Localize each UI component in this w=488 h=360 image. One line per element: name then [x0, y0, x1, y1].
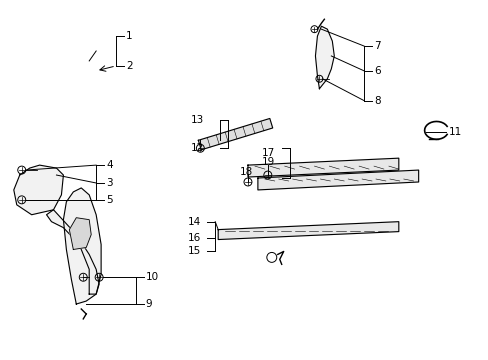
Text: 17: 17 [262, 148, 275, 158]
Text: 5: 5 [106, 195, 112, 205]
Polygon shape [46, 210, 99, 294]
Polygon shape [63, 188, 101, 304]
Text: 16: 16 [187, 233, 200, 243]
Polygon shape [315, 26, 334, 89]
Text: 18: 18 [240, 167, 253, 177]
Polygon shape [69, 218, 91, 249]
Polygon shape [247, 158, 398, 177]
Text: 4: 4 [106, 160, 112, 170]
Text: 13: 13 [190, 116, 203, 126]
Polygon shape [257, 170, 418, 190]
Polygon shape [218, 222, 398, 239]
Text: 6: 6 [373, 66, 380, 76]
Text: 11: 11 [447, 127, 461, 138]
Text: 15: 15 [187, 247, 200, 256]
Polygon shape [198, 118, 272, 150]
Text: 8: 8 [373, 96, 380, 105]
Text: 1: 1 [126, 31, 132, 41]
Text: 9: 9 [145, 299, 152, 309]
Text: 12: 12 [190, 143, 203, 153]
Text: 14: 14 [187, 217, 200, 227]
Text: 19: 19 [262, 157, 275, 167]
Text: 10: 10 [145, 272, 159, 282]
Text: 3: 3 [106, 178, 112, 188]
Text: 7: 7 [373, 41, 380, 51]
Text: 2: 2 [126, 61, 132, 71]
Polygon shape [14, 165, 63, 215]
